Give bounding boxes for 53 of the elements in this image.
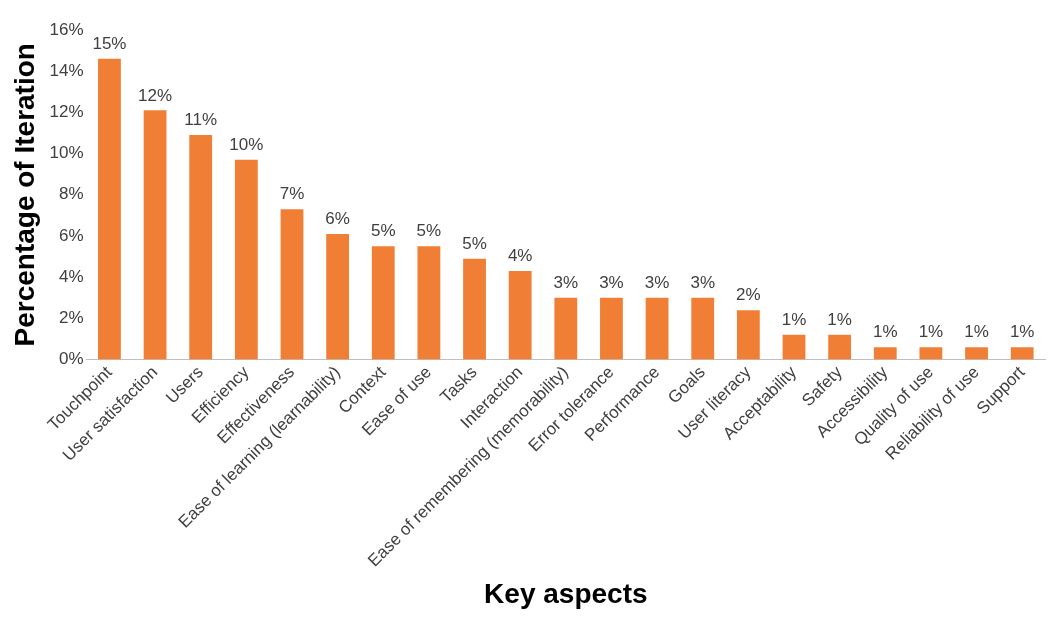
data-label: 5% — [462, 233, 487, 253]
bar — [143, 110, 167, 360]
data-label: 1% — [1009, 322, 1035, 342]
data-label: 2% — [736, 285, 761, 305]
data-label: 1% — [781, 310, 807, 330]
data-label: 1% — [827, 310, 852, 330]
data-label: 3% — [690, 272, 716, 292]
bar — [691, 297, 715, 360]
x-axis-title: Key aspects — [484, 577, 648, 609]
data-label: 6% — [325, 209, 350, 229]
y-tick-label: 16% — [49, 19, 84, 39]
data-label: 15% — [92, 34, 127, 54]
y-axis-title: Percentage of Iteration — [8, 43, 40, 347]
y-tick-label: 0% — [59, 349, 84, 369]
bar — [782, 334, 806, 360]
data-label: 5% — [416, 221, 442, 241]
bar — [736, 310, 760, 360]
bar — [508, 271, 532, 360]
data-label: 4% — [507, 246, 533, 266]
bar — [417, 246, 441, 360]
bar — [600, 297, 623, 360]
bar — [280, 209, 304, 360]
y-tick-label: 10% — [49, 143, 84, 163]
y-tick-label: 6% — [59, 225, 84, 245]
data-label: 3% — [553, 272, 579, 292]
bar — [326, 233, 350, 360]
data-label: 3% — [644, 272, 670, 292]
bar — [234, 159, 258, 360]
bar — [965, 347, 988, 360]
data-label: 1% — [964, 322, 989, 342]
y-tick-label: 12% — [49, 102, 84, 122]
bar — [645, 297, 669, 360]
data-label: 5% — [370, 221, 396, 241]
bar — [554, 297, 578, 360]
bar — [1010, 347, 1034, 360]
bar — [828, 334, 852, 360]
bar — [873, 347, 897, 360]
bar — [189, 135, 213, 360]
y-tick-label: 14% — [49, 60, 84, 80]
data-label: 11% — [184, 110, 218, 130]
data-label: 7% — [279, 184, 305, 204]
data-label: 10% — [229, 134, 264, 154]
y-tick-label: 2% — [59, 308, 84, 328]
bar — [919, 347, 943, 360]
bar — [98, 58, 121, 360]
data-label: 1% — [918, 322, 944, 342]
data-label: 12% — [138, 85, 173, 105]
y-tick-label: 8% — [59, 184, 84, 204]
bar — [371, 246, 395, 360]
y-tick-label: 4% — [59, 266, 84, 286]
bar — [463, 258, 486, 360]
data-label: 1% — [872, 322, 898, 342]
data-label: 3% — [599, 272, 624, 292]
